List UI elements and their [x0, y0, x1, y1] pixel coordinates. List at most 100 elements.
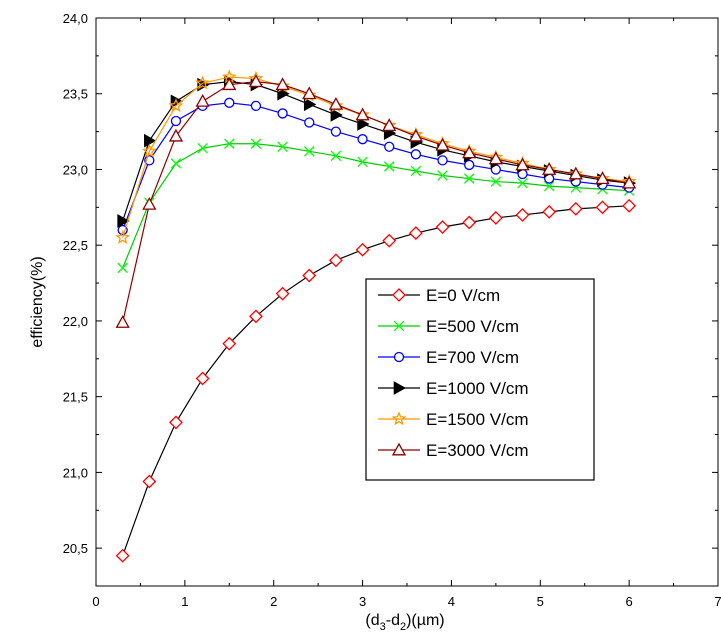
x-tick-label: 3 — [359, 594, 366, 609]
data-point — [462, 145, 477, 159]
data-point — [408, 128, 423, 142]
x-tick-label: 4 — [448, 594, 455, 609]
data-point — [437, 155, 448, 166]
data-point — [488, 151, 503, 165]
data-point — [391, 411, 407, 426]
data-point — [393, 381, 407, 395]
data-point — [117, 262, 128, 274]
data-point — [275, 286, 290, 301]
data-point — [168, 128, 184, 142]
data-point — [224, 97, 235, 108]
data-point — [382, 118, 397, 131]
data-point — [277, 108, 288, 119]
data-point — [490, 176, 502, 187]
y-tick-label: 21,0 — [63, 465, 88, 480]
data-point — [115, 229, 130, 244]
data-point — [392, 288, 406, 302]
series-e-500-v-cm — [117, 138, 635, 274]
data-point — [408, 226, 423, 241]
series-e-1500-v-cm — [115, 69, 637, 244]
data-point — [384, 141, 395, 152]
data-point — [595, 200, 610, 215]
data-point — [542, 162, 557, 175]
data-point — [382, 233, 397, 248]
data-point — [622, 175, 637, 189]
x-axis-title-open: (d — [365, 612, 379, 629]
data-point — [410, 149, 422, 160]
x-tick-label: 0 — [92, 594, 99, 609]
y-tick-label: 23,0 — [63, 162, 88, 177]
data-point — [543, 180, 555, 192]
y-tick-label: 21,5 — [63, 390, 88, 405]
x-axis-title-close: )(µm) — [406, 612, 445, 629]
data-point — [142, 474, 157, 489]
x-tick-label: 1 — [181, 594, 188, 609]
data-point — [303, 146, 315, 157]
legend-label: E=1000 V/cm — [426, 379, 529, 398]
data-point — [302, 268, 317, 283]
data-point — [249, 309, 263, 324]
data-point — [195, 371, 210, 386]
legend-label: E=500 V/cm — [426, 317, 519, 336]
data-point — [142, 196, 157, 210]
data-point — [357, 117, 370, 131]
series-e-0-v-cm — [115, 198, 637, 563]
data-point — [330, 108, 343, 122]
data-point — [117, 214, 130, 228]
data-point — [435, 137, 450, 151]
series-layer — [115, 69, 637, 563]
data-point — [169, 415, 183, 430]
data-point — [355, 107, 370, 121]
legend-label: E=3000 V/cm — [426, 441, 529, 460]
x-axis-title: (d3-d2)(µm) — [365, 612, 444, 633]
series-e-3000-v-cm — [115, 74, 637, 328]
y-tick-label: 20,5 — [63, 541, 88, 556]
data-point — [248, 74, 264, 88]
data-point — [542, 204, 557, 219]
data-point — [437, 170, 448, 181]
data-point — [355, 242, 370, 257]
data-point — [328, 96, 344, 110]
x-tick-label: 6 — [626, 594, 633, 609]
data-point — [250, 100, 262, 112]
data-point — [357, 134, 368, 145]
data-point — [464, 159, 475, 171]
data-point — [144, 133, 157, 148]
y-tick-label: 22,0 — [63, 314, 88, 329]
data-point — [463, 173, 475, 184]
data-point — [304, 117, 315, 128]
series-line — [122, 143, 630, 269]
data-point — [303, 97, 317, 112]
data-point — [410, 165, 422, 177]
legend-box — [365, 278, 595, 481]
y-tick-label: 24,0 — [63, 11, 88, 26]
data-point — [277, 141, 288, 153]
data-point — [393, 351, 405, 363]
x-tick-label: 7 — [714, 594, 721, 609]
data-point — [330, 126, 342, 137]
data-point — [170, 158, 182, 169]
legend-label: E=0 V/cm — [426, 286, 500, 305]
data-point — [115, 315, 130, 328]
data-point — [515, 207, 530, 222]
data-point — [168, 98, 184, 113]
data-point — [302, 86, 317, 100]
y-axis-title: efficiency(%) — [29, 256, 46, 347]
data-point — [328, 253, 343, 268]
data-point — [391, 442, 407, 456]
x-tick-label: 5 — [537, 594, 544, 609]
data-point — [222, 77, 237, 91]
data-point — [568, 166, 583, 180]
legend-label: E=700 V/cm — [426, 348, 519, 367]
data-point — [515, 157, 530, 171]
data-point — [462, 215, 477, 230]
data-point — [275, 77, 290, 91]
data-point — [250, 138, 262, 149]
x-axis-title-sub1: 3 — [380, 621, 386, 633]
data-point — [142, 143, 157, 158]
data-point — [595, 171, 610, 185]
data-point — [435, 220, 450, 234]
data-point — [517, 177, 528, 189]
series-e-700-v-cm — [117, 97, 635, 236]
